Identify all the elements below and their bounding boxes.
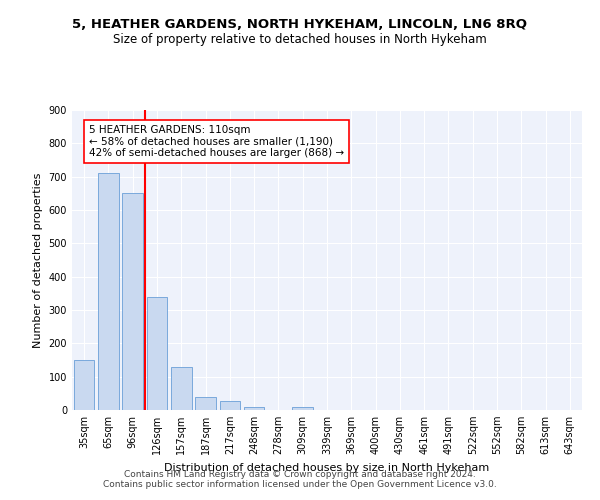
Text: Size of property relative to detached houses in North Hykeham: Size of property relative to detached ho…	[113, 32, 487, 46]
Bar	[98, 174, 119, 410]
Text: 5 HEATHER GARDENS: 110sqm
← 58% of detached houses are smaller (1,190)
42% of se: 5 HEATHER GARDENS: 110sqm ← 58% of detac…	[89, 125, 344, 158]
Text: Contains HM Land Registry data © Crown copyright and database right 2024.: Contains HM Land Registry data © Crown c…	[124, 470, 476, 479]
Bar	[171, 368, 191, 410]
Bar	[146, 296, 167, 410]
Bar	[244, 406, 265, 410]
Bar	[220, 400, 240, 410]
Text: Contains public sector information licensed under the Open Government Licence v3: Contains public sector information licen…	[103, 480, 497, 489]
Bar	[122, 194, 143, 410]
Y-axis label: Number of detached properties: Number of detached properties	[33, 172, 43, 348]
X-axis label: Distribution of detached houses by size in North Hykeham: Distribution of detached houses by size …	[164, 462, 490, 472]
Text: 5, HEATHER GARDENS, NORTH HYKEHAM, LINCOLN, LN6 8RQ: 5, HEATHER GARDENS, NORTH HYKEHAM, LINCO…	[73, 18, 527, 30]
Bar	[195, 396, 216, 410]
Bar	[74, 360, 94, 410]
Bar	[292, 408, 313, 410]
